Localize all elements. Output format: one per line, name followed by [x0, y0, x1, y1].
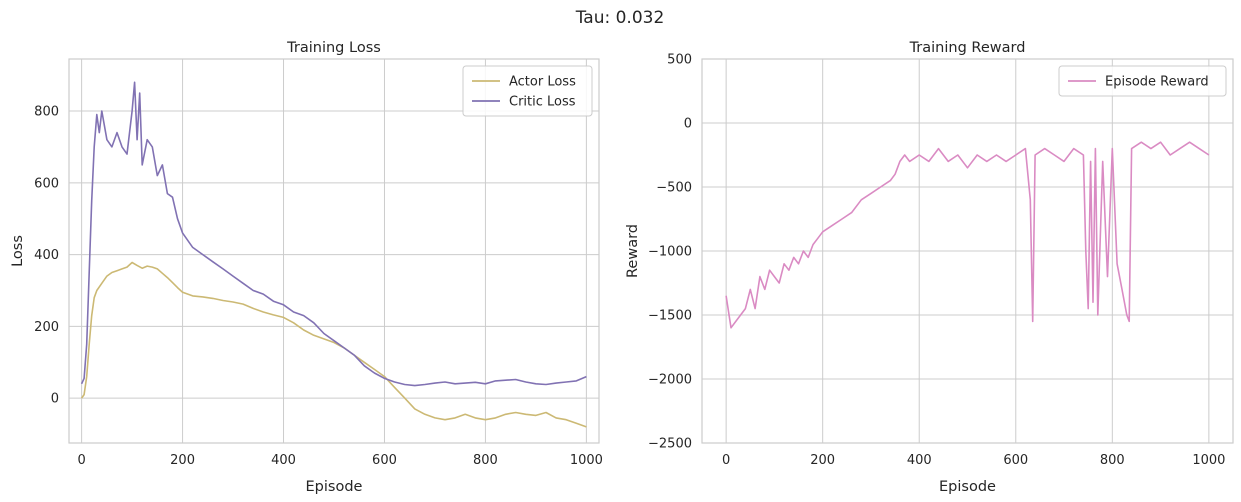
x-tick-label: 200 — [810, 453, 835, 468]
y-tick-label: 600 — [34, 176, 59, 191]
x-tick-label: 1000 — [1192, 453, 1225, 468]
x-tick-label: 0 — [722, 453, 730, 468]
y-tick-label: −2000 — [648, 373, 692, 388]
series-line-0 — [80, 261, 587, 428]
series-line-1 — [80, 81, 587, 387]
legend-entry: Critic Loss — [509, 95, 576, 110]
x-tick-label: 800 — [473, 453, 498, 468]
x-tick-label: 200 — [170, 453, 195, 468]
legend-entry: Actor Loss — [509, 75, 576, 90]
x-tick-label: 600 — [372, 453, 397, 468]
y-tick-label: 400 — [34, 248, 59, 263]
x-tick-label: 600 — [1003, 453, 1028, 468]
legend-entry: Episode Reward — [1105, 75, 1209, 90]
axes-frame — [68, 58, 600, 444]
y-tick-label: −2500 — [648, 437, 692, 452]
y-tick-label: −500 — [656, 181, 692, 196]
legend-frame — [462, 65, 593, 117]
x-tick-label: 1000 — [570, 453, 603, 468]
x-tick-label: 400 — [271, 453, 296, 468]
y-axis-label: Loss — [10, 235, 26, 267]
y-tick-label: 0 — [684, 117, 692, 132]
legend: Actor Loss Critic Loss — [462, 65, 593, 117]
legend: Episode Reward — [1058, 65, 1227, 97]
y-tick-label: −1500 — [648, 309, 692, 324]
y-tick-label: 200 — [34, 320, 59, 335]
loss-chart: 0 200 400 600 800 1000 0 200 400 600 800 Training L… — [10, 40, 603, 495]
y-tick-label: 0 — [51, 392, 59, 407]
x-axis-label: Episode — [306, 479, 363, 495]
figure-suptitle: Tau: 0.032 — [575, 8, 665, 28]
y-axis-label: Reward — [625, 224, 641, 278]
series-line-0 — [725, 141, 1210, 329]
x-tick-label: 400 — [907, 453, 932, 468]
chart-title: Training Reward — [909, 40, 1026, 56]
x-axis-label: Episode — [939, 479, 996, 495]
y-tick-label: 800 — [34, 105, 59, 120]
y-tick-label: 500 — [667, 53, 692, 68]
y-tick-label: −1000 — [648, 245, 692, 260]
chart-title: Training Loss — [286, 40, 381, 56]
x-tick-label: 800 — [1100, 453, 1125, 468]
axes-frame — [701, 58, 1234, 444]
reward-chart: 0 200 400 600 800 1000 −2500 −2000 −1500 −1000 −50… — [625, 40, 1234, 495]
x-tick-label: 0 — [77, 453, 85, 468]
legend-frame — [1058, 65, 1227, 97]
